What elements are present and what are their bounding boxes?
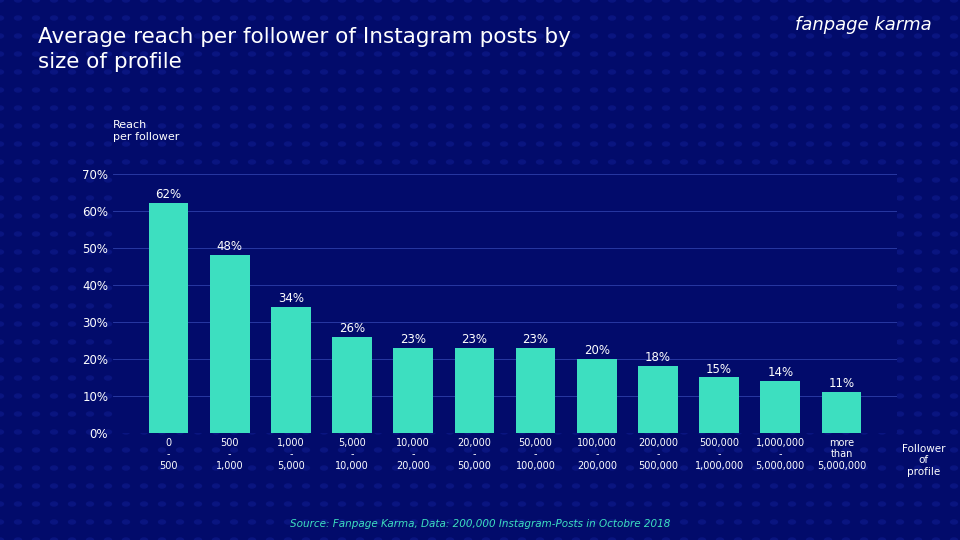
Text: 23%: 23% xyxy=(522,333,548,346)
Bar xyxy=(332,336,372,433)
Text: 23%: 23% xyxy=(462,333,488,346)
Text: 14%: 14% xyxy=(767,366,793,379)
Bar xyxy=(271,307,311,433)
Text: 34%: 34% xyxy=(278,292,304,305)
Text: Source: Fanpage Karma, Data: 200,000 Instagram-Posts in Octobre 2018: Source: Fanpage Karma, Data: 200,000 Ins… xyxy=(290,519,670,529)
Bar xyxy=(638,366,678,433)
Text: 20%: 20% xyxy=(584,344,610,357)
Text: fanpage karma: fanpage karma xyxy=(795,16,931,34)
Bar xyxy=(455,348,494,433)
Bar xyxy=(577,359,616,433)
Text: 26%: 26% xyxy=(339,322,365,335)
Text: 11%: 11% xyxy=(828,377,854,390)
Text: 62%: 62% xyxy=(156,188,181,201)
Bar xyxy=(394,348,433,433)
Bar xyxy=(822,392,861,433)
Bar xyxy=(760,381,801,433)
Text: 15%: 15% xyxy=(707,362,732,375)
Text: 48%: 48% xyxy=(217,240,243,253)
Text: Average reach per follower of Instagram posts by
size of profile: Average reach per follower of Instagram … xyxy=(38,27,571,72)
Bar xyxy=(149,203,188,433)
Text: 18%: 18% xyxy=(645,352,671,365)
Bar xyxy=(210,255,250,433)
Bar xyxy=(699,377,739,433)
Bar xyxy=(516,348,556,433)
Text: 23%: 23% xyxy=(400,333,426,346)
Text: Reach
per follower: Reach per follower xyxy=(113,120,180,142)
Text: Follower
of
profile: Follower of profile xyxy=(901,444,946,477)
